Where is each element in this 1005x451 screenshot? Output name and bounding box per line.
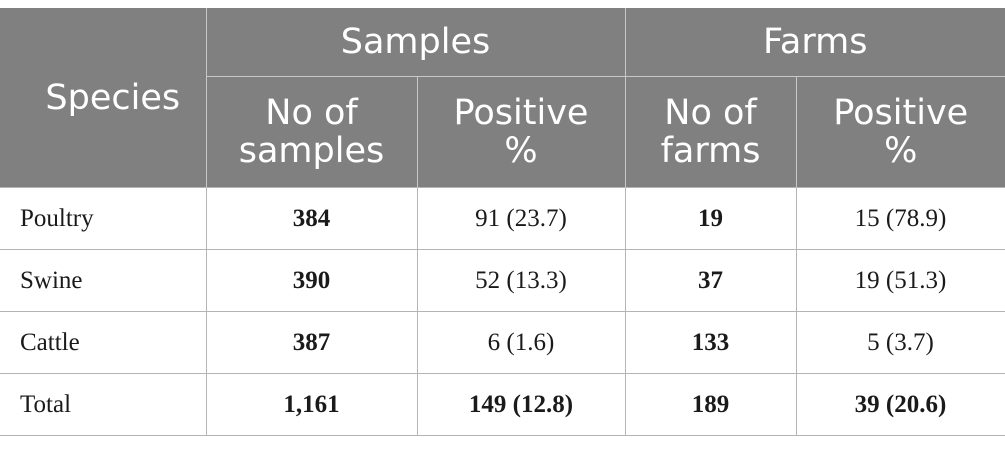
- header-row-subcolumns: No of samples Positive % No of farms Pos…: [0, 76, 1005, 188]
- header-line: farms: [660, 131, 761, 171]
- no-of-samples-header: No of samples: [206, 76, 418, 188]
- header-line: %: [504, 131, 538, 171]
- farms-group-header: Farms: [625, 8, 1005, 77]
- table-row-cattle: Cattle 387 6 (1.6) 133 5 (3.7): [0, 311, 1005, 374]
- no-farms-cell: 189: [625, 373, 797, 436]
- farms-positive-cell: 5 (3.7): [796, 311, 1005, 374]
- header-line: No of: [664, 93, 757, 133]
- no-samples-cell: 390: [206, 249, 418, 312]
- species-cell: Total: [0, 373, 207, 436]
- header-row-groups: Species Samples Farms: [0, 8, 1005, 188]
- samples-positive-header: Positive %: [417, 76, 626, 188]
- samples-positive-cell: 52 (13.3): [417, 249, 626, 312]
- data-table: Species Samples Farms No of samples Posi…: [0, 8, 1005, 436]
- table-row-total: Total 1,161 149 (12.8) 189 39 (20.6): [0, 373, 1005, 436]
- samples-positive-cell: 149 (12.8): [417, 373, 626, 436]
- table-row-poultry: Poultry 384 91 (23.7) 19 15 (78.9): [0, 187, 1005, 250]
- farms-positive-cell: 19 (51.3): [796, 249, 1005, 312]
- no-farms-cell: 37: [625, 249, 797, 312]
- no-samples-cell: 387: [206, 311, 418, 374]
- no-farms-cell: 133: [625, 311, 797, 374]
- no-of-farms-header: No of farms: [625, 76, 797, 188]
- header-line: Positive: [833, 93, 969, 133]
- species-cell: Poultry: [0, 187, 207, 250]
- header-line: Positive: [453, 93, 589, 133]
- farms-positive-header: Positive %: [796, 76, 1005, 188]
- samples-group-header: Samples: [206, 8, 626, 77]
- header-line: %: [884, 131, 918, 171]
- no-samples-cell: 1,161: [206, 373, 418, 436]
- table-header: Species Samples Farms No of samples Posi…: [0, 8, 1005, 188]
- samples-positive-cell: 6 (1.6): [417, 311, 626, 374]
- farms-positive-cell: 39 (20.6): [796, 373, 1005, 436]
- table-body: Poultry 384 91 (23.7) 19 15 (78.9) Swine…: [0, 187, 1005, 436]
- no-samples-cell: 384: [206, 187, 418, 250]
- species-cell: Cattle: [0, 311, 207, 374]
- samples-positive-cell: 91 (23.7): [417, 187, 626, 250]
- species-cell: Swine: [0, 249, 207, 312]
- farms-positive-cell: 15 (78.9): [796, 187, 1005, 250]
- no-farms-cell: 19: [625, 187, 797, 250]
- header-line: No of: [265, 93, 358, 133]
- table-row-swine: Swine 390 52 (13.3) 37 19 (51.3): [0, 249, 1005, 312]
- header-line: samples: [238, 131, 385, 171]
- species-column-header: Species: [0, 8, 207, 188]
